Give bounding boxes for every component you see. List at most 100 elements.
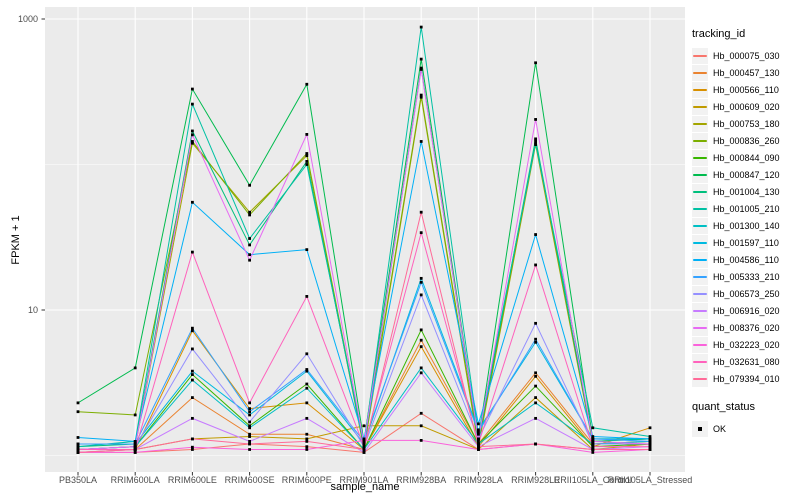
data-point xyxy=(419,276,423,280)
legend-line-swatch-icon xyxy=(693,88,707,91)
data-point xyxy=(191,329,194,333)
legend-line-swatch-icon xyxy=(693,190,707,193)
legend-key-box xyxy=(692,166,708,183)
data-point xyxy=(534,118,537,121)
data-point xyxy=(305,437,309,441)
data-point xyxy=(305,416,309,420)
legend-item-Hb_001004_130: Hb_001004_130 xyxy=(692,183,798,200)
data-point xyxy=(248,410,251,414)
legend-key-box xyxy=(692,47,708,64)
legend-key-box xyxy=(692,149,708,166)
legend-item-label: Hb_000753_180 xyxy=(713,118,780,129)
data-point xyxy=(305,386,309,390)
legend-title-tracking-id: tracking_id xyxy=(692,28,746,40)
data-point xyxy=(419,424,423,428)
x-tick-label-RRIM600SE: RRIM600SE xyxy=(224,475,275,485)
data-point xyxy=(648,426,652,430)
data-point xyxy=(248,426,251,430)
data-point xyxy=(191,378,194,382)
data-point xyxy=(248,243,251,247)
data-point xyxy=(591,442,595,446)
legend-line-swatch-icon xyxy=(693,309,707,312)
data-point xyxy=(648,437,652,441)
legend-item-label: Hb_000844_090 xyxy=(713,152,780,163)
data-point xyxy=(191,250,194,254)
legend-item-Hb_000836_260: Hb_000836_260 xyxy=(692,132,798,149)
legend-item-Hb_001300_140: Hb_001300_140 xyxy=(692,217,798,234)
legend-item-label: Hb_001597_110 xyxy=(713,237,779,248)
legend-item-Hb_008376_020: Hb_008376_020 xyxy=(692,319,798,336)
data-point xyxy=(419,68,423,71)
data-point xyxy=(133,366,137,370)
legend-item-label: Hb_006916_020 xyxy=(713,305,780,316)
data-point xyxy=(648,435,652,438)
legend-item-label: Hb_000457_130 xyxy=(713,67,780,78)
legend-item-label: Hb_005333_210 xyxy=(713,271,780,282)
data-point xyxy=(191,326,194,330)
data-point xyxy=(419,293,423,297)
legend-item-quant-ok: OK xyxy=(692,420,798,437)
legend-key-box xyxy=(692,319,708,336)
data-point xyxy=(419,95,423,99)
legend-item-label: Hb_001004_130 xyxy=(713,186,780,197)
black-square-point-icon xyxy=(698,426,702,431)
data-point xyxy=(133,439,137,443)
legend-item-label: Hb_032631_080 xyxy=(713,356,780,367)
data-point xyxy=(648,439,652,443)
legend-line-swatch-icon xyxy=(693,71,707,74)
data-point xyxy=(477,422,480,426)
legend-key-box xyxy=(692,251,708,268)
legend-item-label: OK xyxy=(713,423,727,434)
data-point xyxy=(362,451,366,454)
panel-background xyxy=(45,7,685,472)
data-point xyxy=(591,437,595,441)
data-point xyxy=(191,141,194,145)
data-point xyxy=(133,442,137,446)
data-point xyxy=(191,373,194,376)
legend-line-swatch-icon xyxy=(693,275,707,278)
data-point xyxy=(76,401,80,405)
data-point xyxy=(305,448,309,451)
legend-item-label: Hb_001005_210 xyxy=(713,203,780,214)
data-point xyxy=(248,253,251,257)
data-point xyxy=(534,321,537,325)
x-tick-label-PB350LA: PB350LA xyxy=(58,475,98,485)
data-point xyxy=(305,160,309,163)
data-point xyxy=(419,345,423,349)
data-point xyxy=(191,437,194,441)
legend-item-Hb_000753_180: Hb_000753_180 xyxy=(692,115,798,132)
data-point xyxy=(248,213,251,217)
legend-line-swatch-icon xyxy=(693,224,707,227)
x-tick-label-RRIM600LE: RRIM600LE xyxy=(167,475,217,485)
legend-line-swatch-icon xyxy=(693,258,707,261)
legend-line-swatch-icon xyxy=(693,54,707,57)
data-point xyxy=(419,338,423,342)
legend-item-Hb_005333_210: Hb_005333_210 xyxy=(692,268,798,285)
data-point xyxy=(648,448,652,451)
data-point xyxy=(191,140,194,143)
data-point xyxy=(419,25,423,29)
data-point xyxy=(419,438,423,442)
data-point xyxy=(305,382,309,386)
legend-key-box xyxy=(692,353,708,370)
data-point xyxy=(76,436,80,439)
data-point xyxy=(305,248,309,252)
legend-item-label: Hb_000836_260 xyxy=(713,135,780,146)
data-point xyxy=(648,445,652,449)
legend-item-Hb_006916_020: Hb_006916_020 xyxy=(692,302,798,319)
data-point xyxy=(591,439,595,443)
data-point xyxy=(76,442,80,446)
data-point xyxy=(133,451,137,454)
data-point xyxy=(191,200,194,204)
data-point xyxy=(362,438,366,442)
data-point xyxy=(362,424,366,428)
data-point xyxy=(534,401,537,405)
x-tick-label-RRIM600PE: RRIM600PE xyxy=(281,475,332,485)
x-tick-label-RRIM928LE: RRIM928LE xyxy=(511,475,561,485)
data-point xyxy=(534,340,537,344)
data-point xyxy=(248,432,251,436)
data-point xyxy=(248,237,251,240)
legend-key-box xyxy=(692,132,708,149)
legend: tracking_id Hb_000075_030 Hb_000457_130 Hb… xyxy=(692,28,798,437)
data-point xyxy=(248,210,251,214)
